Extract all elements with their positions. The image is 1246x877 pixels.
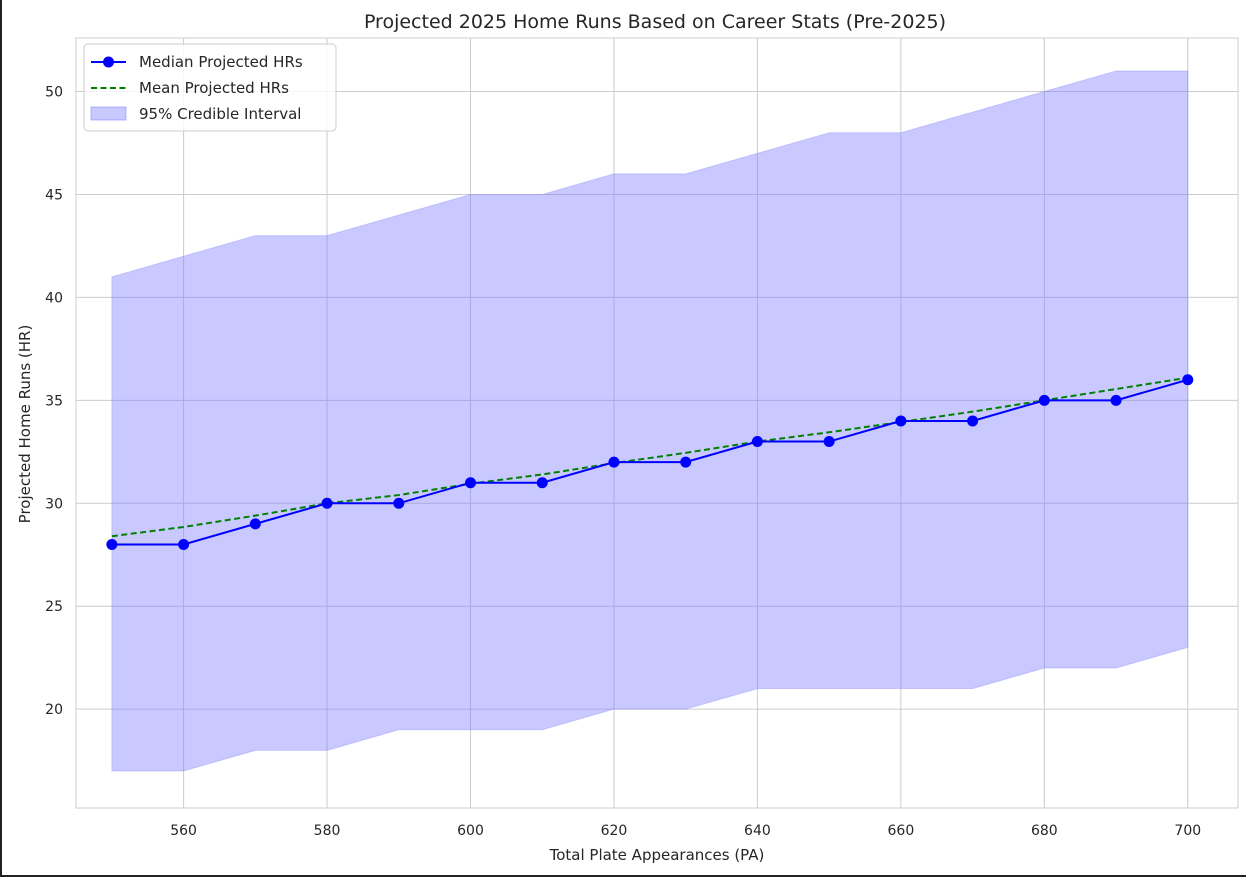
chart-title: Projected 2025 Home Runs Based on Career… — [364, 11, 946, 33]
mean-projected-line — [111, 376, 1188, 538]
credible-interval-area — [111, 70, 1189, 772]
median-point-550 — [106, 538, 118, 550]
median-point-640 — [751, 436, 763, 448]
x-tick-label-700: 700 — [1174, 823, 1201, 839]
y-tick-label-30: 30 — [45, 496, 63, 512]
y-tick-label-45: 45 — [45, 187, 63, 203]
legend-mean-label: Mean Projected HRs — [139, 79, 289, 97]
y-tick-label-50: 50 — [45, 85, 63, 101]
legend-box — [83, 43, 337, 132]
y-tick-label-35: 35 — [45, 393, 63, 409]
median-point-630 — [680, 456, 692, 468]
median-point-600 — [465, 477, 477, 489]
median-point-570 — [249, 518, 261, 530]
median-point-690 — [1110, 394, 1122, 406]
x-tick-label-580: 580 — [314, 823, 341, 839]
x-tick-label-660: 660 — [888, 823, 915, 839]
plot-area-border — [75, 37, 1239, 809]
series-lines — [106, 374, 1194, 550]
y-tick-label-40: 40 — [45, 290, 63, 306]
tick-labels: 560 580 600 620 640 660 680 700 20 25 30 35 40 45 50 — [45, 85, 1201, 839]
median-point-660 — [895, 415, 907, 427]
x-tick-label-560: 560 — [170, 823, 197, 839]
legend-median-marker — [103, 56, 114, 68]
median-point-610 — [536, 477, 548, 489]
median-point-700 — [1182, 374, 1194, 386]
median-point-650 — [823, 436, 835, 448]
y-axis-label: Projected Home Runs (HR) — [16, 325, 34, 524]
median-point-680 — [1038, 394, 1050, 406]
median-point-560 — [178, 538, 190, 550]
median-point-580 — [321, 497, 333, 509]
legend-band-swatch — [90, 106, 127, 121]
x-tick-label-620: 620 — [601, 823, 628, 839]
median-point-590 — [393, 497, 405, 509]
x-tick-label-640: 640 — [744, 823, 771, 839]
x-tick-label-600: 600 — [457, 823, 484, 839]
x-axis-label: Total Plate Appearances (PA) — [549, 846, 765, 864]
legend-band-label: 95% Credible Interval — [139, 105, 301, 123]
x-tick-label-680: 680 — [1031, 823, 1058, 839]
y-tick-label-25: 25 — [45, 599, 63, 615]
median-projected-line — [111, 378, 1189, 546]
legend-median-label: Median Projected HRs — [139, 53, 303, 71]
credible-interval-band — [111, 70, 1189, 772]
y-tick-label-20: 20 — [45, 702, 63, 718]
axes — [75, 37, 1239, 809]
median-point-670 — [967, 415, 979, 427]
median-point-620 — [608, 456, 620, 468]
legend: Median Projected HRs Mean Projected HRs … — [83, 43, 337, 132]
